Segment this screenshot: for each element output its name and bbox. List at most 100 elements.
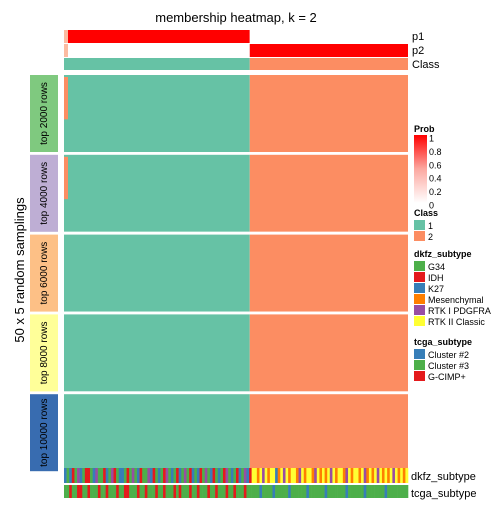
heatmap-cell-class1 [64,75,250,152]
row-group-box [30,154,58,232]
tcga-subtype-cell [332,485,336,498]
row-group-labels: top 2000 rows top 4000 rows top 6000 rows t… [30,75,58,472]
bottom-annotation-label: dkfz_subtype [411,471,476,483]
dkfz-subtype-cell [405,468,409,483]
tcga-subtype-cell [397,485,401,498]
dkfz-subtype-cell [217,468,221,483]
dkfz-subtype-cell [366,468,370,483]
class-bar-2 [249,58,408,70]
dkfz-subtype-cell [384,468,388,483]
tcga-subtype-cell [337,485,341,498]
p1-bar-edge [64,30,68,43]
p2-bar-edge [64,44,68,57]
dkfz-subtype-cell [306,468,310,483]
tcga-subtype-cell [285,485,289,498]
dkfz-subtype-cell [136,468,140,483]
row-group-label: top 2000 rows [39,82,50,145]
heatmap-cell-class1 [64,234,250,312]
tcga-subtype-cell [220,485,224,498]
tcga-subtype-cell [288,485,292,498]
top-annotation-label: p1 [412,31,424,43]
dkfz-subtype-cell [134,468,138,483]
dkfz-subtype-cell [69,468,73,483]
tcga-subtype-cell [207,485,211,498]
dkfz-subtype-cell [358,468,362,483]
dkfz-subtype-cell [353,468,357,483]
tcga-subtype-cell [209,485,213,498]
dkfz-subtype-cell [246,468,250,483]
dkfz-subtype-cell [103,468,106,483]
heatmap-cell-class2 [249,154,408,232]
tcga-subtype-cell [345,485,349,498]
class-legend-title: Class [414,208,438,218]
dkfz-subtype-cell [238,468,242,483]
tcga-subtype-cell [233,485,237,498]
dkfz-subtype-cell [95,468,99,483]
dkfz-subtype-cell [199,468,203,483]
dkfz-subtype-cell [288,468,292,483]
tcga-subtype-cell [116,485,120,498]
tcga-subtype-cell [126,485,130,498]
prob-tick-label: 0.2 [429,187,442,197]
dkfz-subtype-cell [144,468,148,483]
y-axis-label: 50 x 5 random samplings [12,197,27,343]
tcga-subtype-cell [327,485,331,498]
tcga-subtype-cell [350,485,354,498]
dkfz-subtype-cell [173,468,177,483]
prob-tick-label: 0.4 [429,174,442,184]
tcga-subtype-cell [358,485,362,498]
bottom-annotation-label: tcga_subtype [411,488,476,500]
row-group-label: top 10000 rows [39,399,50,467]
dkfz-subtype-cell [348,468,351,483]
dkfz-subtype-cell [308,468,312,483]
tcga-subtype-cell [152,485,156,498]
tcga-subtype-cell [87,485,91,498]
dkfz-subtype-cell [324,468,328,483]
tcga-subtype-cell [267,485,271,498]
p2-bar-class2 [249,44,408,57]
tcga-subtype-cell [196,485,200,498]
dkfz-subtype-cell [74,468,78,483]
tcga-subtype-cell [84,485,88,498]
dkfz-subtype-cell [332,468,336,483]
tcga-subtype-cell [361,485,364,498]
tcga-subtype-cell [74,485,78,498]
dkfz-subtype-cell [280,468,284,483]
prob-tick-label: 0.6 [429,160,442,170]
dkfz-legend-item-label: G34 [428,262,445,272]
dkfz-subtype-cell [392,468,396,483]
dkfz-subtype-cell [400,468,404,483]
dkfz-subtype-cell [212,468,216,483]
dkfz-subtype-cell [204,468,208,483]
tcga-subtype-cell [71,485,75,498]
dkfz-subtype-cell [319,468,323,483]
tcga-subtype-cell [379,485,383,498]
dkfz-subtype-cell [183,468,187,483]
top-annotation-label: p2 [412,45,424,57]
dkfz-subtype-cell [282,468,286,483]
tcga-subtype-cell [353,485,357,498]
tcga-subtype-cell [262,485,265,498]
tcga-subtype-cell [103,485,106,498]
dkfz-subtype-cell [355,468,359,483]
tcga-subtype-cell [144,485,148,498]
tcga-subtype-cell [280,485,284,498]
tcga-subtype-cell [251,485,255,498]
tcga-subtype-cell [314,485,318,498]
dkfz-subtype-cell [150,468,153,483]
class-legend-item-label: 1 [428,221,433,231]
tcga-subtype-cell [259,485,263,498]
dkfz-legend-swatch [414,272,425,282]
tcga-subtype-cell [277,485,281,498]
tcga-subtype-cell [293,485,297,498]
tcga-subtype-cell [113,485,117,498]
dkfz-subtype-cell [225,468,229,483]
tcga-subtype-cell [100,485,104,498]
heatmap-body [64,75,408,475]
dkfz-subtype-cell [126,468,130,483]
dkfz-subtype-cell [129,468,133,483]
dkfz-subtype-cell [379,468,383,483]
row-group-box [30,234,58,312]
tcga-subtype-cell [329,485,333,498]
dkfz-subtype-cell [394,468,398,483]
